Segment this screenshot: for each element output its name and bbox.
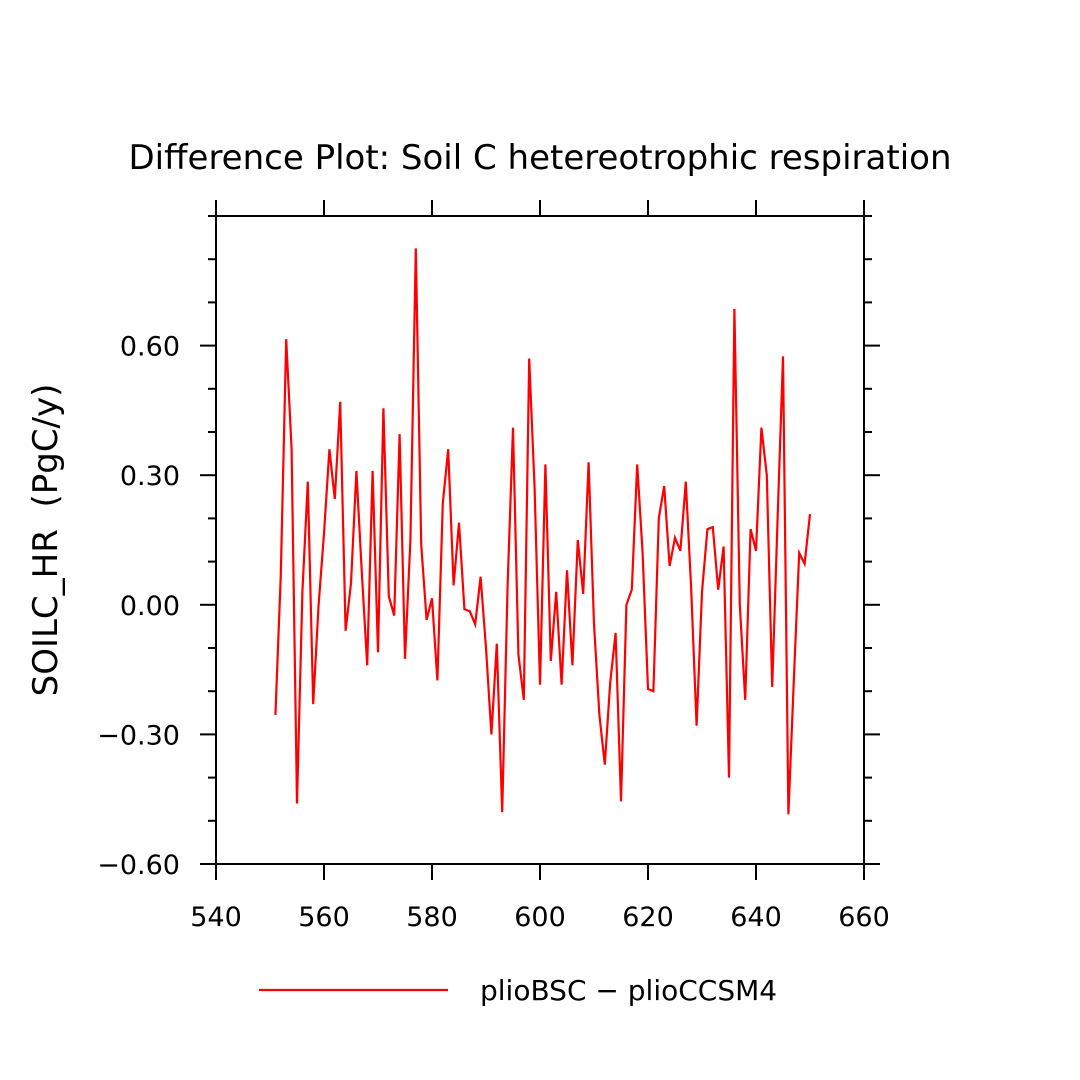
chart-title: Difference Plot: Soil C hetereotrophic r… bbox=[128, 138, 951, 178]
data-series bbox=[274, 248, 812, 815]
x-tick-label: 640 bbox=[730, 902, 782, 933]
y-tick-label: −0.30 bbox=[97, 720, 180, 751]
y-axis-tick-labels: −0.60 −0.30 0.00 0.30 0.60 bbox=[97, 332, 180, 881]
legend-label: plioBSC − plioCCSM4 bbox=[480, 974, 777, 1007]
x-tick-label: 540 bbox=[190, 902, 242, 933]
y-tick-label: 0.60 bbox=[120, 332, 180, 363]
x-tick-label: 620 bbox=[622, 902, 674, 933]
plot-frame bbox=[215, 215, 865, 865]
legend: plioBSC − plioCCSM4 bbox=[259, 974, 777, 1007]
x-tick-label: 600 bbox=[514, 902, 566, 933]
x-tick-label: 580 bbox=[406, 902, 458, 933]
y-tick-label: 0.00 bbox=[120, 591, 180, 622]
x-tick-label: 560 bbox=[298, 902, 350, 933]
x-axis-tick-labels: 540 560 580 600 620 640 660 bbox=[190, 902, 890, 933]
y-tick-label: 0.30 bbox=[120, 461, 180, 492]
y-tick-label: −0.60 bbox=[97, 850, 180, 881]
axis-ticks bbox=[200, 200, 880, 880]
series-line bbox=[274, 248, 812, 815]
x-tick-label: 660 bbox=[838, 902, 890, 933]
y-axis-title: SOILC_HR (PgC/y) bbox=[26, 384, 66, 697]
